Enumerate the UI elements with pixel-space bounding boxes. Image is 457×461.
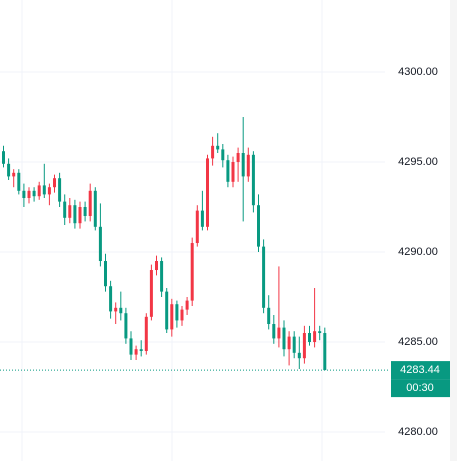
candle-body [124, 313, 128, 339]
candle-body [22, 190, 26, 199]
candle-body [236, 153, 240, 163]
candle-body [297, 352, 301, 359]
candle-body [42, 185, 46, 195]
candle-body [282, 327, 286, 350]
candle-body [165, 291, 169, 330]
candle-body [190, 243, 194, 301]
candle-body [93, 190, 97, 227]
candle-body [119, 307, 123, 314]
candle-body [292, 336, 296, 353]
candle-body [257, 205, 260, 247]
candle-body [63, 201, 67, 218]
candle-body [149, 270, 153, 317]
candle-body [262, 246, 266, 308]
candle-body [180, 309, 184, 321]
candle-body [272, 324, 276, 339]
candle-body [47, 187, 51, 195]
candle-body [211, 145, 215, 159]
candle-body [155, 261, 158, 271]
candle-body [313, 331, 317, 343]
candle-body [277, 327, 281, 339]
candle-body [73, 205, 77, 224]
candle-body [114, 307, 118, 312]
candle-body [32, 190, 36, 197]
candle-body [318, 331, 322, 334]
countdown-label: 00:30 [406, 382, 434, 394]
candle-body [226, 160, 230, 182]
candle-body [206, 158, 209, 227]
y-tick-label: 4295.00 [398, 156, 438, 168]
candle-body [7, 163, 11, 177]
candle-body [78, 207, 82, 224]
candle-body [98, 226, 102, 262]
candle-body [27, 190, 31, 199]
y-tick-label: 4285.00 [398, 336, 438, 348]
countdown-box [391, 379, 450, 398]
candle-body [109, 286, 113, 312]
candle-body [241, 153, 245, 177]
candle-body [323, 333, 327, 371]
candle-body [302, 333, 306, 359]
y-tick-label: 4300.00 [398, 66, 438, 78]
candle-body [287, 336, 291, 350]
candle-body [53, 178, 56, 188]
scrollbar[interactable] [450, 0, 457, 461]
candle-body [308, 333, 311, 343]
candle-body [175, 304, 179, 321]
last-price-label: 4283.44 [400, 364, 440, 376]
candle-body [134, 349, 138, 355]
candle-body [144, 316, 148, 352]
candle-body [231, 162, 235, 182]
candle-body [195, 210, 199, 244]
y-tick-label: 4290.00 [398, 246, 438, 258]
candle-body [2, 151, 5, 164]
candle-body [129, 338, 133, 355]
candle-body [170, 304, 174, 330]
candle-body [160, 261, 164, 292]
candle-body [12, 172, 16, 177]
candle-body [83, 207, 87, 217]
candle-body [58, 178, 62, 202]
candle-body [88, 190, 92, 217]
candle-body [185, 300, 189, 310]
candle-body [246, 154, 250, 177]
candle-body [104, 261, 107, 287]
candle-body [267, 307, 271, 325]
candle-body [221, 149, 225, 161]
candle-body [68, 205, 72, 218]
last-price-box [391, 361, 450, 380]
candle-body [139, 349, 143, 352]
candle-body [200, 210, 204, 227]
candle-body [216, 145, 220, 150]
candle-body [37, 185, 41, 197]
y-tick-label: 4280.00 [398, 426, 438, 438]
candle-body [17, 172, 21, 191]
candle-body [251, 154, 255, 206]
